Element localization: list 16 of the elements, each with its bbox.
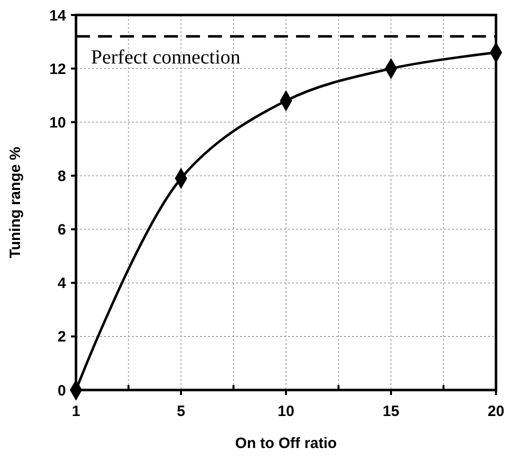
x-tick-label: 20 <box>488 403 504 420</box>
x-tick-label: 1 <box>72 403 80 420</box>
y-tick-label: 8 <box>58 168 66 185</box>
x-tick-label: 5 <box>176 403 186 420</box>
y-axis-title: Tuning range % <box>7 146 24 258</box>
y-tick-label: 10 <box>49 114 66 132</box>
y-tick-label: 14 <box>49 7 67 24</box>
y-tick-label: 2 <box>58 328 66 346</box>
x-axis-title: On to Off ratio <box>235 435 337 452</box>
y-tick-label: 4 <box>58 275 67 292</box>
x-tick-label: 15 <box>382 403 400 420</box>
y-tick-label: 12 <box>49 60 66 78</box>
y-tick-label: 6 <box>58 222 66 239</box>
ref-line-label: Perfect connection <box>91 46 240 68</box>
x-tick-label: 10 <box>278 403 294 420</box>
y-tick-label: 0 <box>58 382 66 400</box>
